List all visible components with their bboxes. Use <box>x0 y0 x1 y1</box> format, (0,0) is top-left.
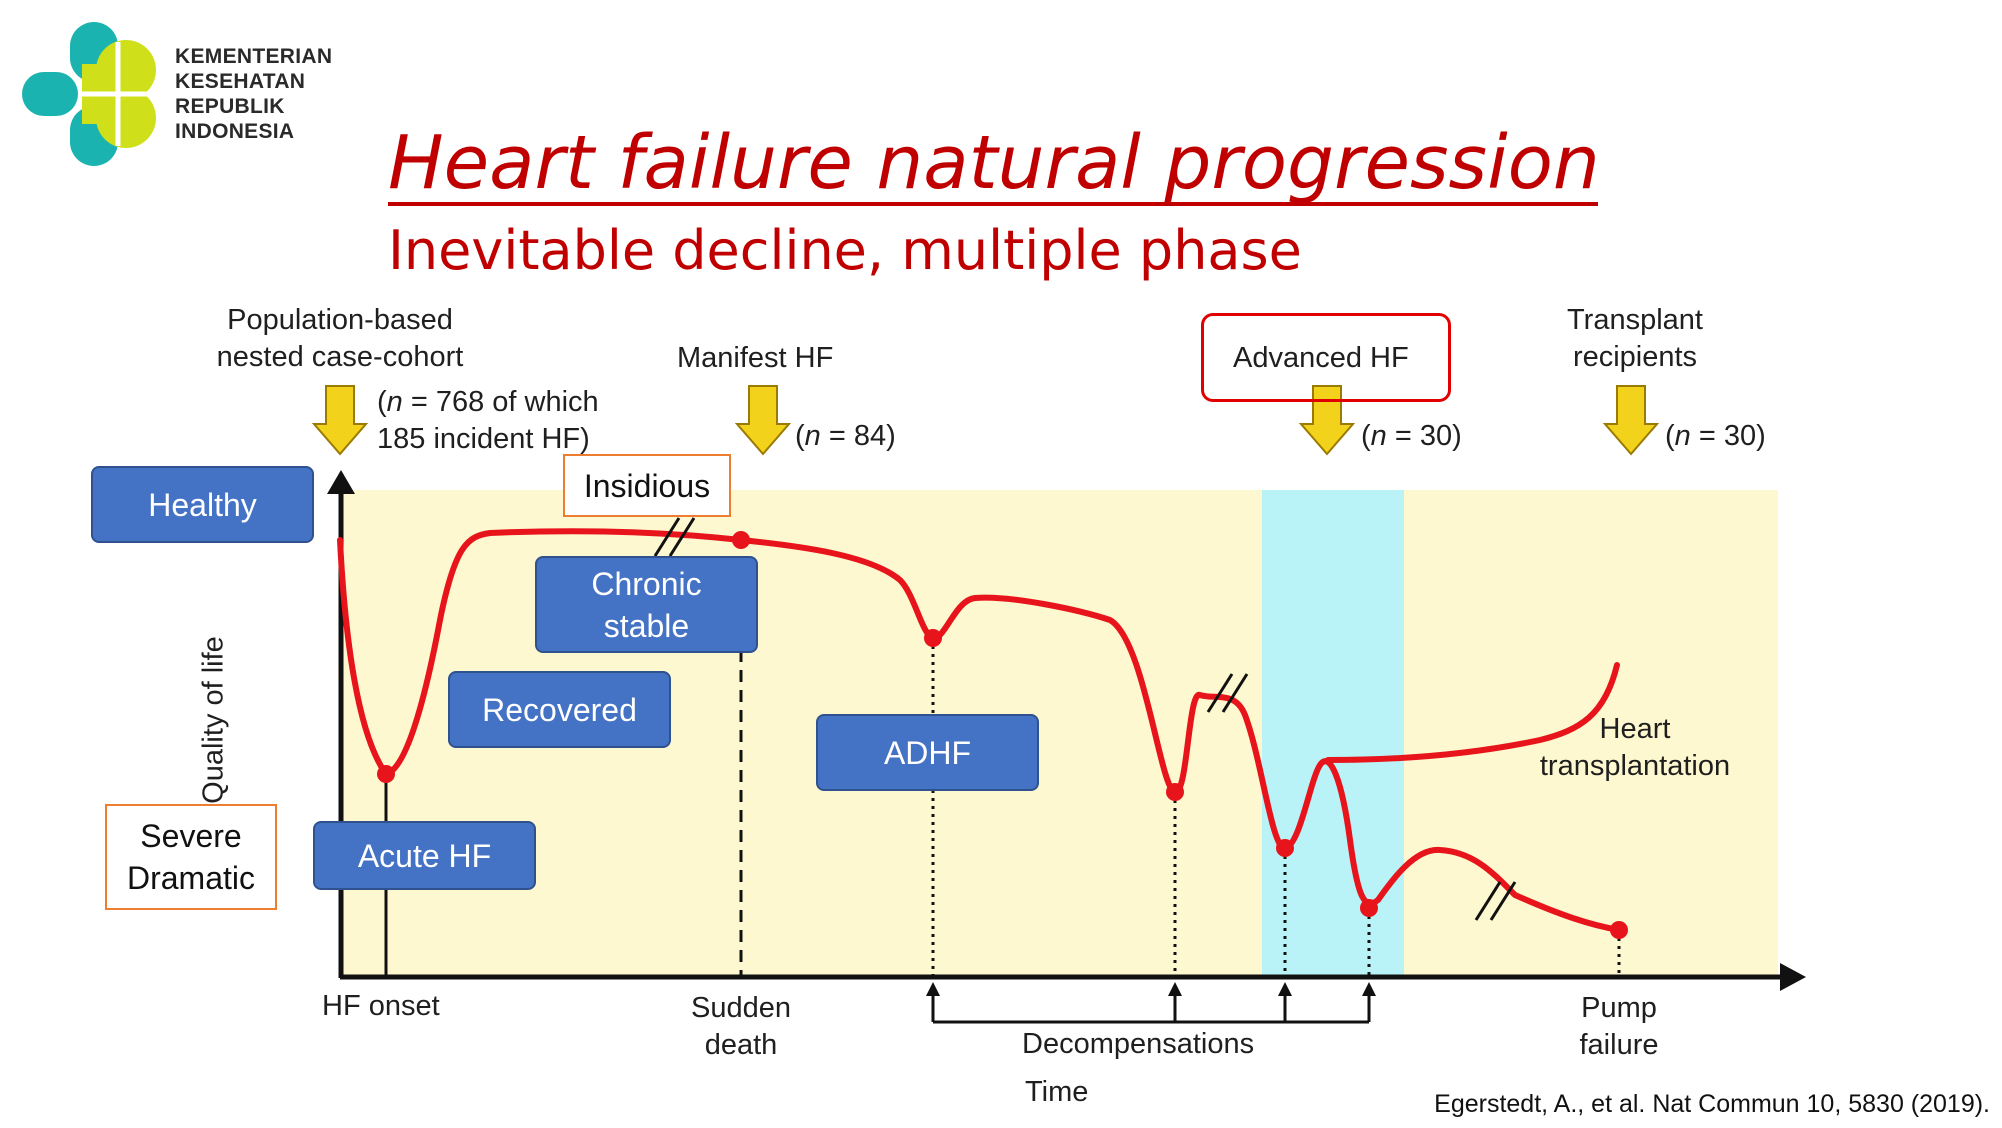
stage-adhf-label: ADHF <box>883 734 972 771</box>
population-label-line: nested case-cohort <box>216 341 464 373</box>
transplant-n-label: (n = 30) <box>1665 418 1766 455</box>
pump-failure-line: failure <box>1579 1029 1659 1061</box>
advanced-hf-band <box>1262 490 1404 978</box>
ministry-logo <box>22 22 156 166</box>
y-axis-label: Quality of life <box>197 636 230 804</box>
x-axis-label: Time <box>1025 1076 1089 1108</box>
stage-severe-dramatic: Severe Dramatic <box>105 804 277 910</box>
stage-insidious: Insidious <box>563 454 731 517</box>
transplant-recipients-label: Transplant recipients <box>1530 302 1740 376</box>
ministry-name-line: REPUBLIK <box>175 95 285 118</box>
population-n-line2: 185 incident HF) <box>377 423 590 455</box>
advanced-hf-label: Advanced HF <box>1233 342 1409 374</box>
pump-failure-line: Pump <box>1581 992 1657 1024</box>
heart-transplantation-line: Heart <box>1599 713 1671 745</box>
population-n-label: (n = 768 of which 185 incident HF) <box>377 384 599 458</box>
axis-break-marks <box>653 517 1517 921</box>
sudden-death-line: Sudden <box>691 992 791 1024</box>
n-prefix: ( <box>377 386 387 418</box>
stage-healthy: Healthy <box>91 466 314 543</box>
n-rest: = 768 of which <box>402 386 599 418</box>
stage-chronic-label: Chronic <box>591 565 702 602</box>
y-axis-arrowhead <box>327 470 355 494</box>
transplant-branch <box>1325 662 1620 763</box>
ministry-name-line: INDONESIA <box>175 120 295 143</box>
stage-recovered: Recovered <box>448 671 671 748</box>
n-prefix: ( <box>1361 420 1371 452</box>
x-axis-arrowhead <box>1780 963 1806 991</box>
citation: Egerstedt, A., et al. Nat Commun 10, 583… <box>1434 1090 1990 1118</box>
stage-adhf: ADHF <box>816 714 1039 791</box>
stage-healthy-label: Healthy <box>148 486 257 523</box>
n-prefix: ( <box>1665 420 1675 452</box>
title-underline <box>388 202 1598 206</box>
ministry-name: KEMENTERIAN KESEHATAN REPUBLIK INDONESIA <box>175 44 332 144</box>
sudden-death-line: death <box>704 1029 778 1061</box>
n-var: n <box>386 386 403 418</box>
decompensations-bracket <box>931 990 1371 1024</box>
hf-onset-label: HF onset <box>322 990 440 1022</box>
sudden-death-label: Sudden death <box>666 990 816 1064</box>
advanced-hf-highlight-box <box>1201 313 1451 402</box>
slide-title: Heart failure natural progression <box>388 120 1600 206</box>
n-rest: = 30) <box>1690 420 1766 452</box>
population-label-line: Population-based <box>227 304 453 336</box>
population-cohort-label: Population-based nested case-cohort <box>190 302 490 376</box>
n-rest: = 84) <box>820 420 896 452</box>
heart-transplantation-label: Heart transplantation <box>1510 711 1760 785</box>
decompensations-label: Decompensations <box>1022 1028 1255 1060</box>
stage-acute-hf-label: Acute HF <box>357 837 492 874</box>
advanced-n-label: (n = 30) <box>1361 418 1462 455</box>
stage-insidious-label: Insidious <box>583 467 711 504</box>
manifest-n-label: (n = 84) <box>795 418 896 455</box>
n-var: n <box>1674 420 1691 452</box>
n-rest: = 30) <box>1386 420 1462 452</box>
n-var: n <box>1370 420 1387 452</box>
stage-acute-hf: Acute HF <box>313 821 536 890</box>
severe-label-line: Severe <box>140 818 242 854</box>
ministry-name-line: KEMENTERIAN <box>175 45 333 68</box>
stage-chronic-stable: Chronic stable <box>535 556 758 653</box>
heart-transplantation-line: transplantation <box>1539 750 1731 782</box>
manifest-hf-label: Manifest HF <box>677 342 834 374</box>
stage-chronic-label: stable <box>603 607 690 644</box>
severe-label-line: Dramatic <box>126 860 255 896</box>
pump-failure-label: Pump failure <box>1544 990 1694 1064</box>
ministry-name-line: KESEHATAN <box>175 70 306 93</box>
n-var: n <box>804 420 821 452</box>
decompensation-up-arrows <box>926 982 1376 996</box>
stage-recovered-label: Recovered <box>482 691 637 728</box>
n-prefix: ( <box>795 420 805 452</box>
slide-subtitle: Inevitable decline, multiple phase <box>388 219 1302 282</box>
transplant-label-line: Transplant <box>1567 304 1703 336</box>
curve-event-dots <box>377 531 1628 939</box>
transplant-label-line: recipients <box>1572 341 1698 373</box>
cohort-arrow-icons <box>311 385 1660 456</box>
